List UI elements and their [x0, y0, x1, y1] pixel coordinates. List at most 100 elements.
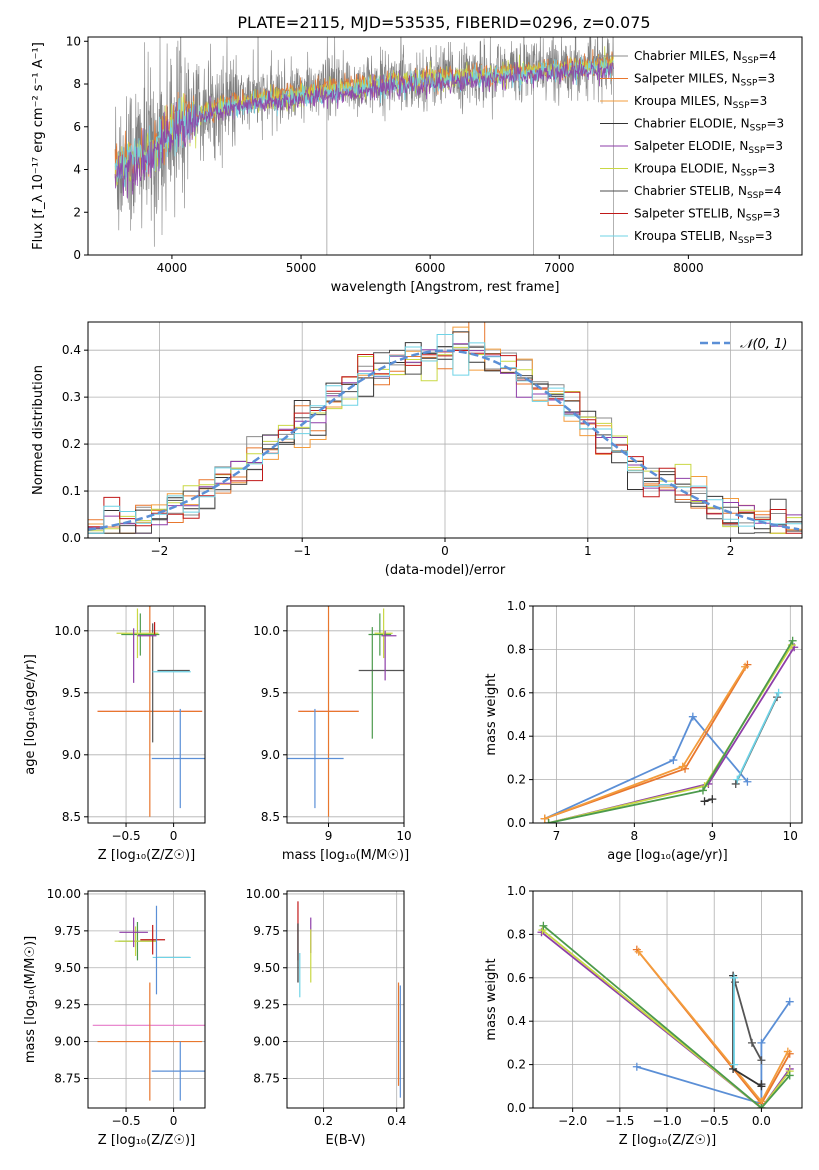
mass-weight-marker	[757, 1104, 766, 1108]
model-spectrum-line	[114, 56, 614, 199]
mass-weight-marker	[757, 1080, 766, 1089]
mass-weight-marker	[743, 777, 752, 786]
x-axis-label: Z [log₁₀(Z/Z☉)]	[98, 848, 195, 863]
y-tick-label: 9.5	[261, 686, 280, 700]
spectrum-legend: Chabrier MILES, NSSP=4 Salpeter MILES, NS…	[600, 49, 784, 246]
y-axis-label: age [log₁₀(age/yr)]	[23, 654, 38, 775]
y-tick-label: 0.0	[62, 531, 81, 545]
x-tick-label: −2	[151, 544, 169, 558]
y-tick-label: 9.25	[54, 998, 81, 1012]
mass-weight-marker	[688, 712, 697, 721]
plot-area	[540, 636, 799, 823]
x-tick-label: 0.4	[387, 1114, 406, 1128]
x-axis-label: E(B-V)	[325, 1133, 365, 1148]
legend-entry: Kroupa MILES, NSSP=3	[634, 94, 767, 111]
mass-weight-marker	[634, 947, 643, 956]
y-tick-label: 10.0	[54, 624, 81, 638]
x-tick-label: −1.5	[605, 1114, 634, 1128]
residual-histogram	[88, 350, 802, 538]
mass-weight-line	[542, 925, 791, 1108]
mass-weight-marker	[741, 662, 750, 671]
axes-frame	[87, 605, 206, 824]
mass-weight-marker	[730, 1060, 739, 1069]
x-tick-label: 8	[631, 829, 639, 843]
y-tick-label: 0.2	[507, 773, 526, 787]
y-tick-label: 9.00	[54, 1035, 81, 1049]
plot-area	[92, 905, 205, 1101]
y-tick-label: 1.0	[507, 599, 526, 613]
legend-entry: Chabrier STELIB, NSSP=4	[634, 184, 782, 201]
massweight-vs-age-panel: 7 8 9 10 0.0 0.2 0.4 0.6 0.8 1.0 age [log₁₀(age/yr…	[484, 599, 803, 863]
mass-weight-marker	[632, 1062, 641, 1071]
x-tick-label: 0	[441, 544, 449, 558]
x-tick-label: 8000	[673, 261, 704, 275]
y-tick-label: 8.75	[54, 1071, 81, 1085]
residual-histogram	[88, 346, 802, 538]
x-tick-label: 1	[584, 544, 592, 558]
x-tick-label: 9	[325, 829, 333, 843]
y-tick-label: 0.4	[507, 729, 526, 743]
x-axis-label: age [log₁₀(age/yr)]	[607, 848, 728, 863]
y-tick-label: 0.0	[507, 1101, 526, 1115]
y-axis-label: mass weight	[484, 958, 499, 1040]
x-tick-label: 0.2	[314, 1114, 333, 1128]
x-tick-label: 5000	[286, 261, 317, 275]
massweight-vs-metallicity-panel: −2.0 −1.5 −1.0 −0.5 0.0 0.0 0.2 0.4 0.6 0.8 1.0 Z […	[484, 884, 803, 1148]
mass-weight-marker	[774, 688, 783, 697]
y-tick-label: 0.8	[507, 927, 526, 941]
x-tick-label: 2	[727, 544, 735, 558]
normal-reference-curve	[88, 349, 800, 532]
spectrum-panel: 4000 5000 6000 7000 8000 0 2 4 6 8 10 wavelength [A…	[31, 34, 803, 295]
plot-area	[537, 921, 794, 1108]
x-axis-label: wavelength [Angstrom, rest frame]	[331, 280, 560, 295]
y-tick-label: 8.5	[62, 810, 81, 824]
plot-area	[287, 606, 404, 817]
x-tick-label: −1	[293, 544, 311, 558]
x-axis-label: mass [log₁₀(M/M☉)]	[282, 848, 409, 863]
y-tick-label: 0.2	[507, 1058, 526, 1072]
mass-weight-marker	[708, 795, 717, 804]
axes-frame	[286, 605, 405, 824]
y-tick-label: 9.75	[253, 924, 280, 938]
mass-weight-marker	[757, 1056, 766, 1065]
y-tick-label: 0.2	[62, 437, 81, 451]
mass-weight-marker	[730, 973, 739, 982]
x-tick-label: 9	[709, 829, 717, 843]
y-tick-label: 9.25	[253, 998, 280, 1012]
mass-weight-line	[548, 640, 794, 823]
mass-weight-marker	[700, 797, 709, 806]
mass-weight-marker	[783, 1047, 792, 1056]
x-tick-label: 10	[783, 829, 798, 843]
x-tick-label: 7000	[544, 261, 575, 275]
y-tick-label: 0.0	[507, 816, 526, 830]
y-tick-label: 0.4	[62, 343, 81, 357]
y-tick-label: 10.00	[246, 887, 280, 901]
y-tick-label: 8	[73, 77, 81, 91]
mass-weight-line	[636, 1001, 791, 1105]
y-tick-label: 0.8	[507, 642, 526, 656]
y-tick-label: 9.50	[54, 961, 81, 975]
y-tick-label: 10.0	[253, 624, 280, 638]
plot-area	[114, 37, 614, 255]
x-tick-label: −0.5	[700, 1114, 729, 1128]
x-axis-label: (data-model)/error	[385, 563, 506, 578]
plot-area	[88, 322, 802, 538]
mass-weight-line	[548, 644, 793, 823]
residual-histogram	[88, 342, 802, 538]
y-tick-label: 1.0	[507, 884, 526, 898]
mass-weight-marker	[730, 978, 739, 987]
x-axis-label: Z [log₁₀(Z/Z☉)]	[98, 1133, 195, 1148]
legend-entry: 𝒩(0, 1)	[740, 337, 787, 352]
mass-weight-marker	[698, 786, 707, 795]
y-tick-label: 9.75	[54, 924, 81, 938]
y-axis-label: Flux [f_λ 10⁻¹⁷ erg cm⁻² s⁻¹ A⁻¹]	[31, 42, 46, 250]
mass-weight-marker	[539, 921, 548, 930]
x-tick-label: −1.0	[652, 1114, 681, 1128]
x-tick-label: 4000	[157, 261, 188, 275]
plot-area	[97, 606, 205, 817]
figure-title: PLATE=2115, MJD=53535, FIBERID=0296, z=0…	[237, 13, 650, 32]
legend-entry: Salpeter MILES, NSSP=3	[634, 72, 775, 89]
mass-weight-marker	[733, 775, 742, 784]
legend-entry: Chabrier ELODIE, NSSP=3	[634, 117, 784, 134]
